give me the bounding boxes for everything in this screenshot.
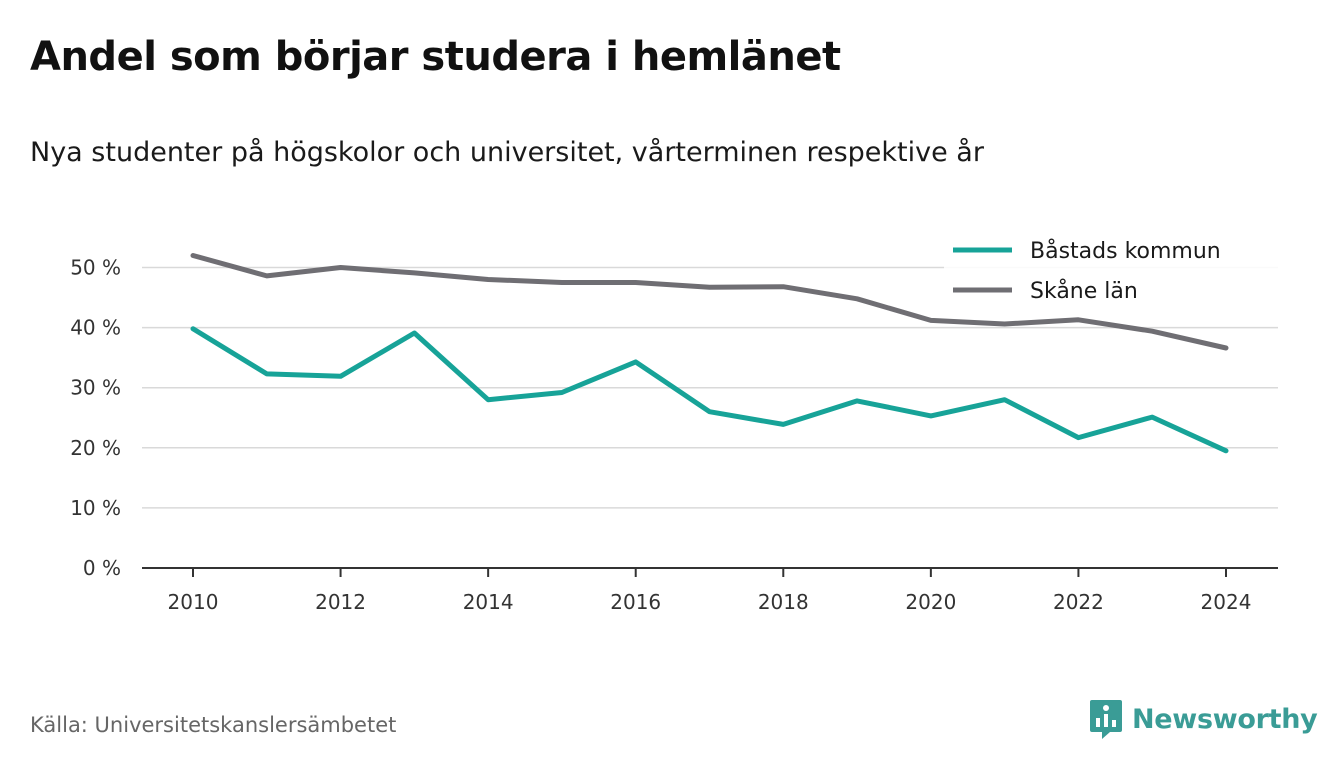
y-tick-label: 40 %	[70, 316, 121, 340]
newsworthy-logo-icon	[1090, 700, 1122, 739]
chart-subtitle: Nya studenter på högskolor och universit…	[30, 137, 984, 168]
legend-background	[944, 232, 1280, 314]
x-tick-label: 2020	[905, 590, 956, 614]
series-lines	[190, 253, 1229, 454]
legend: Båstads kommun Skåne län	[944, 232, 1280, 314]
y-axis: 0 % 10 % 20 % 30 % 40 % 50 %	[70, 256, 121, 581]
legend-label: Båstads kommun	[1030, 238, 1221, 264]
x-tick-label: 2016	[610, 590, 661, 614]
y-tick-label: 50 %	[70, 256, 121, 280]
y-tick-label: 10 %	[70, 496, 121, 520]
x-tick-label: 2014	[463, 590, 514, 614]
source-note: Källa: Universitetskanslersämbetet	[30, 713, 397, 737]
y-tick-label: 20 %	[70, 436, 121, 460]
y-tick-label: 0 %	[83, 556, 121, 580]
legend-label: Skåne län	[1030, 278, 1138, 304]
line-chart: 0 % 10 % 20 % 30 % 40 % 50 % 2010 2012 2014 2016…	[70, 232, 1280, 614]
series-line-b-stads-kommun	[190, 326, 1229, 454]
brand-name: Newsworthy	[1132, 703, 1318, 735]
chart-title: Andel som börjar studera i hemlänet	[30, 34, 841, 80]
x-tick-label: 2012	[315, 590, 366, 614]
x-tick-label: 2010	[168, 590, 219, 614]
x-axis: 2010 2012 2014 2016 2018 2020 2022 2024	[142, 567, 1278, 614]
x-tick-label: 2024	[1201, 590, 1252, 614]
x-tick-label: 2022	[1053, 590, 1104, 614]
series-line-sk-ne-l-n	[190, 253, 1229, 351]
x-tick-label: 2018	[758, 590, 809, 614]
brand-logo: Newsworthy	[1088, 698, 1318, 740]
y-tick-label: 30 %	[70, 376, 121, 400]
